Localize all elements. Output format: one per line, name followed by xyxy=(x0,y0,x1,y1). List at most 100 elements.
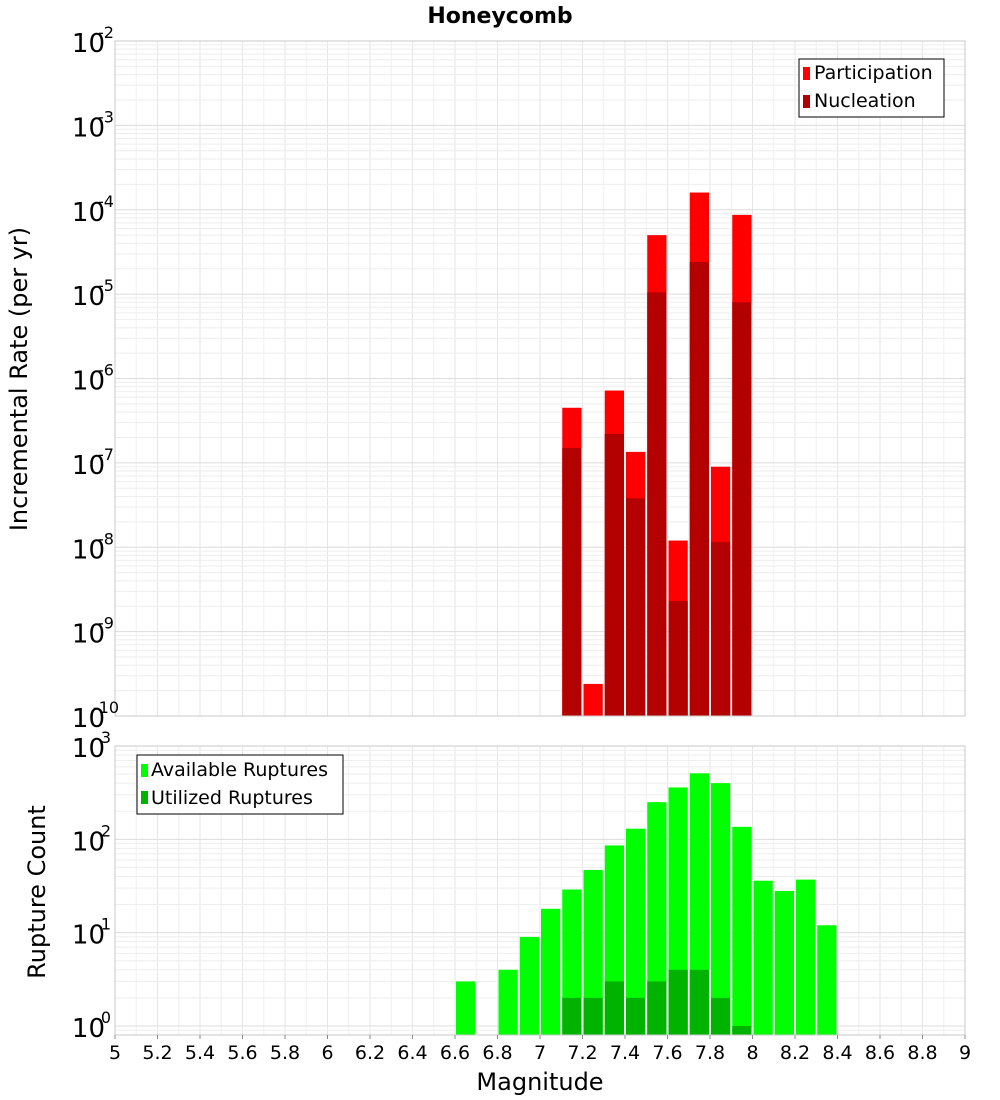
x-axis-label: Magnitude xyxy=(476,1068,603,1096)
legend-swatch-utilized xyxy=(141,791,148,804)
bottom-bar-available-ruptures xyxy=(541,908,561,1035)
top-bar-nucleation xyxy=(562,448,582,716)
bottom-y-tick-label: 100 xyxy=(72,1008,111,1044)
bottom-bar-available-ruptures xyxy=(456,981,476,1035)
top-y-tick-label: 10-8 xyxy=(72,529,114,565)
legend-label-available: Available Ruptures xyxy=(151,759,328,781)
bottom-legend: Available Ruptures Utilized Ruptures xyxy=(136,754,344,815)
x-tick-label: 7.8 xyxy=(695,1042,725,1064)
top-y-tick-label: 10-7 xyxy=(72,445,114,481)
x-tick-label: 8.8 xyxy=(907,1042,937,1064)
top-y-tick-exponent: -6 xyxy=(98,361,114,380)
x-tick-label: 6.8 xyxy=(482,1042,512,1064)
top-grid xyxy=(114,40,966,717)
bottom-legend-box xyxy=(136,754,344,815)
bottom-bar-utilized-ruptures xyxy=(711,997,731,1035)
top-y-tick-exponent: -5 xyxy=(98,276,114,295)
top-bar-nucleation xyxy=(668,601,688,716)
top-y-tick-base: 10 xyxy=(72,451,105,481)
x-tick-label: 5.4 xyxy=(185,1042,215,1064)
top-bar-nucleation xyxy=(626,498,646,716)
legend-swatch-nucleation xyxy=(803,95,810,108)
top-y-tick-base: 10 xyxy=(72,29,105,59)
x-tick-label: 6.2 xyxy=(355,1042,385,1064)
bottom-bar-available-ruptures xyxy=(753,880,773,1035)
top-y-tick-exponent: -10 xyxy=(93,698,119,717)
x-tick-label: 8.2 xyxy=(780,1042,810,1064)
x-tick-label: 5.8 xyxy=(270,1042,300,1064)
legend-label-utilized: Utilized Ruptures xyxy=(151,787,313,809)
top-y-tick-base: 10 xyxy=(72,198,105,228)
top-y-tick-label: 10-2 xyxy=(72,23,114,59)
top-y-tick-exponent: -8 xyxy=(98,529,114,548)
top-bar-nucleation xyxy=(689,262,709,716)
bottom-y-tick-exponent: 2 xyxy=(101,821,111,840)
x-tick-label: 6.4 xyxy=(397,1042,427,1064)
bottom-y-tick-exponent: 0 xyxy=(101,1008,111,1027)
bottom-bar-available-ruptures xyxy=(519,936,539,1035)
bottom-bar-utilized-ruptures xyxy=(689,969,709,1035)
x-tick-label: 8.4 xyxy=(822,1042,852,1064)
bottom-bar-utilized-ruptures xyxy=(562,997,582,1035)
top-y-tick-exponent: -3 xyxy=(98,107,114,126)
top-y-tick-base: 10 xyxy=(72,282,105,312)
top-legend-box xyxy=(798,58,945,118)
bottom-bar-available-ruptures xyxy=(711,783,731,1035)
x-tick-label: 7 xyxy=(534,1042,546,1064)
top-bar-nucleation xyxy=(647,292,667,716)
bottom-bar-utilized-ruptures xyxy=(604,981,624,1035)
x-tick-label: 7.6 xyxy=(652,1042,682,1064)
x-ticks: 5 5.2 5.4 5.6 5.8 6 6.2 6.4 6.6 6.8 7 7.2 7.4 7.6 7.8 8… xyxy=(109,1035,971,1064)
legend-swatch-participation xyxy=(803,67,810,80)
top-y-tick-label: 10-9 xyxy=(72,614,114,650)
top-bar-nucleation xyxy=(604,433,624,716)
x-tick-label: 8 xyxy=(746,1042,758,1064)
top-y-tick-exponent: -4 xyxy=(98,192,114,211)
bottom-bar-available-ruptures xyxy=(796,879,816,1035)
bottom-bar-utilized-ruptures xyxy=(668,969,688,1035)
top-y-tick-exponent: -2 xyxy=(98,23,114,42)
bottom-bar-available-ruptures xyxy=(498,969,518,1035)
top-plot-frame xyxy=(114,40,966,717)
x-tick-label: 7.2 xyxy=(567,1042,597,1064)
bottom-bar-utilized-ruptures xyxy=(647,981,667,1035)
top-y-tick-base: 10 xyxy=(72,704,105,734)
bottom-bar-available-ruptures xyxy=(817,925,837,1035)
top-y-tick-label: 10-10 xyxy=(72,698,119,734)
bottom-bar-available-ruptures xyxy=(647,802,667,1035)
bottom-y-tick-label: 103 xyxy=(72,728,111,764)
x-tick-label: 6 xyxy=(321,1042,333,1064)
top-y-tick-base: 10 xyxy=(72,535,105,565)
chart-title: Honeycomb xyxy=(427,4,572,29)
x-tick-label: 5.6 xyxy=(227,1042,257,1064)
bottom-y-tick-label: 102 xyxy=(72,821,111,857)
legend-swatch-available xyxy=(141,764,148,777)
x-tick-label: 6.6 xyxy=(440,1042,470,1064)
bottom-bars xyxy=(456,773,837,1035)
bottom-y-tick-base: 10 xyxy=(72,734,105,764)
top-bar-participation xyxy=(583,683,603,716)
top-y-tick-base: 10 xyxy=(72,367,105,397)
bottom-bar-available-ruptures xyxy=(689,773,709,1035)
bottom-bar-available-ruptures xyxy=(626,828,646,1035)
bottom-bar-available-ruptures xyxy=(732,826,752,1035)
top-y-tick-base: 10 xyxy=(72,620,105,650)
bottom-y-tick-base: 10 xyxy=(72,921,105,951)
bottom-bar-utilized-ruptures xyxy=(732,1025,752,1035)
bottom-bar-utilized-ruptures xyxy=(626,997,646,1035)
top-y-tick-exponent: -7 xyxy=(98,445,114,464)
top-y-tick-label: 10-3 xyxy=(72,107,114,143)
top-y-tick-label: 10-6 xyxy=(72,361,114,397)
bottom-bar-utilized-ruptures xyxy=(583,997,603,1035)
legend-label-nucleation: Nucleation xyxy=(814,90,916,112)
x-tick-label: 5 xyxy=(109,1042,121,1064)
top-y-axis-label: Incremental Rate (per yr) xyxy=(5,227,33,531)
bottom-y-tick-exponent: 1 xyxy=(101,915,111,934)
bottom-y-tick-base: 10 xyxy=(72,1014,105,1044)
bottom-y-tick-exponent: 3 xyxy=(101,728,111,747)
x-tick-label: 7.4 xyxy=(610,1042,640,1064)
top-bar-nucleation xyxy=(732,302,752,716)
